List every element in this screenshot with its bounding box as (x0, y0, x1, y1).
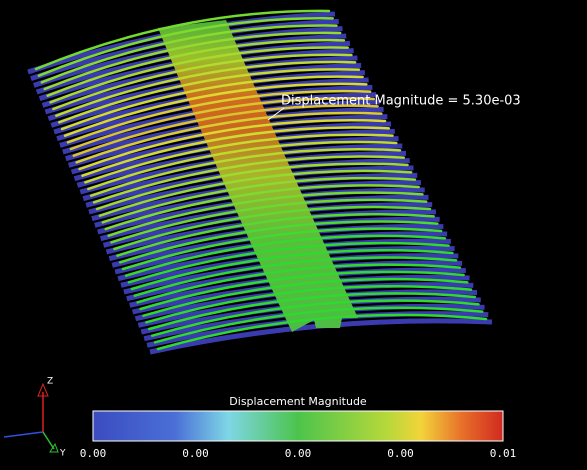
colorbar-tick-label: 0.00 (80, 447, 107, 460)
colorbar-tick-label: 0.01 (490, 447, 517, 460)
colorbar-tick-label: 0.00 (387, 447, 414, 460)
colorbar-title: Displacement Magnitude (229, 395, 367, 408)
colorbar (93, 411, 503, 441)
render-view: Displacement Magnitude = 5.30e-03 Displa… (0, 0, 587, 470)
y-label: Y (59, 449, 66, 459)
page: {"annotation": "Displacement Magnitude =… (0, 0, 587, 470)
z-label: Z (47, 377, 53, 387)
colorbar-tick-label: 0.00 (285, 447, 312, 460)
colorbar-tick-label: 0.00 (182, 447, 209, 460)
annotation: Displacement Magnitude = 5.30e-03 (281, 94, 521, 109)
